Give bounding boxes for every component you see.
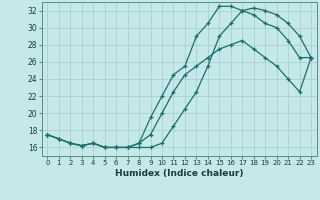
X-axis label: Humidex (Indice chaleur): Humidex (Indice chaleur) [115,169,244,178]
